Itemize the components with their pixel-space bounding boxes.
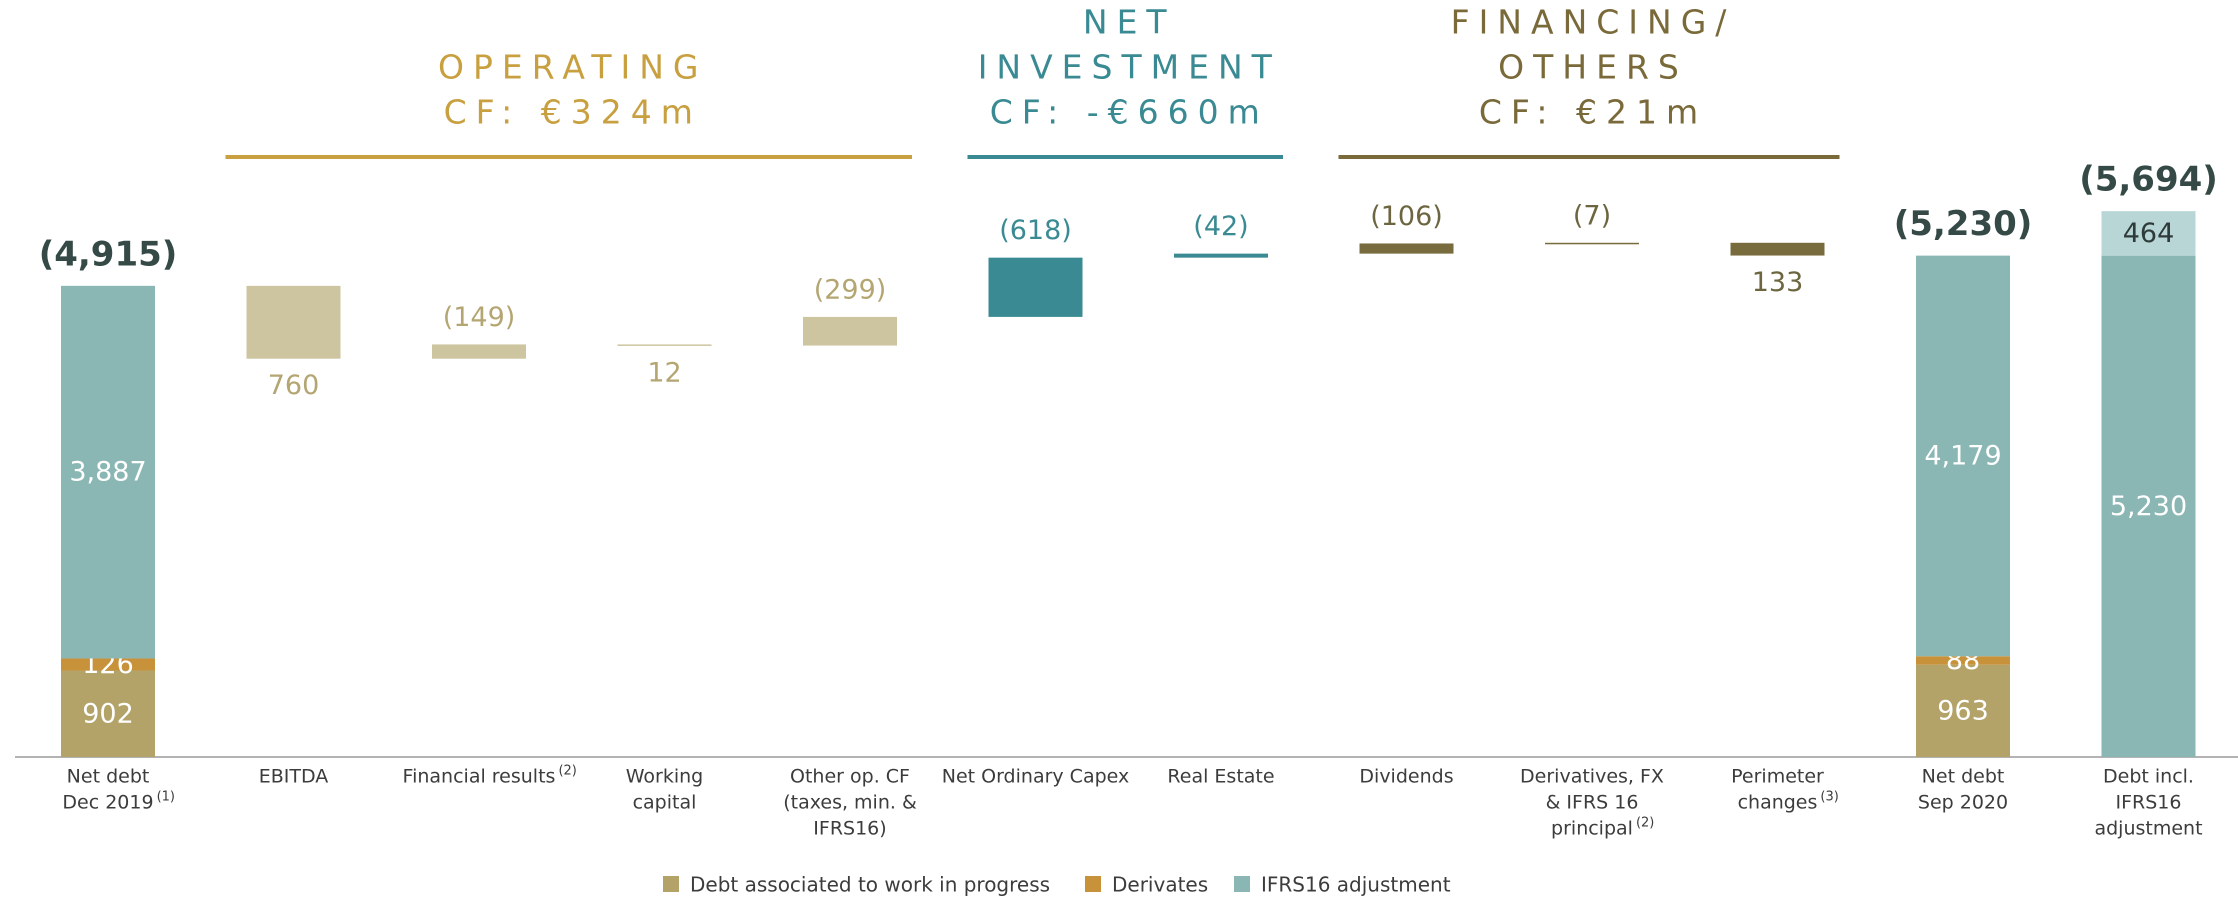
x-tick-label: Dec 2019 [62,792,153,814]
legend-label: Derivates [1112,873,1208,897]
bar-segment [1916,664,2010,757]
x-tick-label: principal [1551,818,1633,840]
step-label: (618) [999,215,1072,246]
segment-label: 902 [82,698,134,729]
legend-swatch [1085,876,1101,892]
step-bar [246,285,341,359]
step-bar [1545,242,1639,245]
x-tick-label: changes [1738,792,1818,814]
step-label: (149) [443,302,516,333]
step-label: (299) [814,274,887,305]
legend-label: Debt associated to work in progress [690,873,1050,897]
segment-label: 3,887 [69,457,146,488]
x-tick-label: Sep 2020 [1918,792,2008,814]
x-tick-label: Real Estate [1167,766,1274,788]
step-label: 12 [647,357,681,388]
group-title: CF: -€660m [990,93,1269,132]
total-label: (5,230) [1894,204,2033,244]
step-label: (106) [1370,201,1443,232]
step-bar [432,344,526,359]
bar-segment [61,658,155,671]
total-label: (4,915) [39,234,178,274]
x-tick-label: Financial results [403,766,556,788]
bar-segment [2101,255,2196,758]
x-tick-label: Dividends [1359,766,1453,788]
step-label: 760 [268,370,320,401]
step-bar [988,257,1083,317]
segment-label: 963 [1937,695,1989,726]
x-tick-label: Net debt [1922,766,2005,788]
step-label: (42) [1193,211,1248,242]
footnote-mark: (2) [558,764,576,779]
x-tick-label: Derivatives, FX [1520,766,1664,788]
bar-segment [1916,656,2010,665]
x-tick-label: Perimeter [1731,766,1824,788]
step-label: 133 [1752,267,1804,298]
bar-segment [61,285,155,659]
segment-label: 464 [2123,218,2175,249]
group-title: NET [1083,3,1176,42]
x-tick-label: capital [633,792,697,814]
group-title: OTHERS [1498,48,1688,87]
x-tick-label: Working [626,766,704,788]
x-tick-label: adjustment [2094,818,2202,840]
step-bar [803,316,897,346]
group-title: CF: €21m [1479,93,1707,132]
legend-swatch [663,876,679,892]
step-bar [1730,242,1825,256]
total-label: (5,694) [2079,160,2218,200]
x-tick-label: (taxes, min. & [783,792,917,814]
x-tick-label: EBITDA [259,766,329,788]
step-bar [1359,243,1454,254]
adjustment-segment [2101,211,2196,256]
footnote-mark: (1) [157,790,175,805]
group-title: CF: €324m [444,93,702,132]
group-title: OPERATING [438,48,707,87]
segment-label: 5,230 [2110,491,2187,522]
x-tick-label: Net debt [67,766,150,788]
bar-segment [61,670,155,757]
group-title: INVESTMENT [978,48,1281,87]
step-bar [1174,253,1268,258]
x-tick-label: Debt incl. [2103,766,2194,788]
step-label: (7) [1573,200,1611,231]
legend-label: IFRS16 adjustment [1261,873,1451,897]
footnote-mark: (3) [1820,790,1838,805]
x-tick-label: Other op. CF [790,766,910,788]
legend-swatch [1234,876,1250,892]
group-title: FINANCING/ [1451,3,1736,42]
bar-segment [1916,255,2010,657]
segment-label: 4,179 [1924,440,2001,471]
x-tick-label: IFRS16) [813,818,886,840]
footnote-mark: (2) [1636,816,1654,831]
x-tick-label: IFRS16 [2116,792,2182,814]
x-tick-label: & IFRS 16 [1546,792,1639,814]
step-bar [617,344,712,346]
x-tick-label: Net Ordinary Capex [942,766,1130,788]
